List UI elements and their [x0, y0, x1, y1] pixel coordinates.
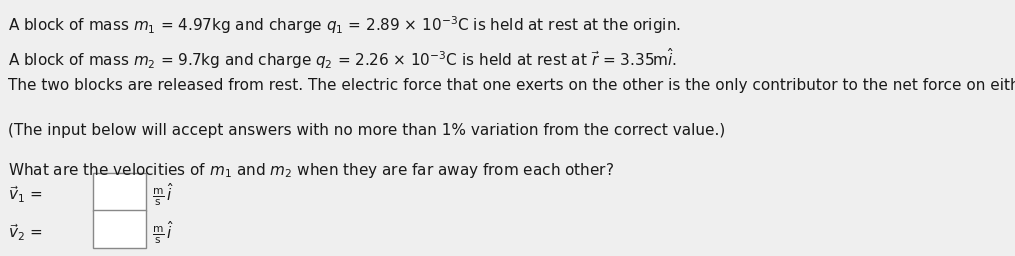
- Text: $\vec{v}_2$ =: $\vec{v}_2$ =: [8, 223, 43, 243]
- Text: $\frac{\mathrm{m}}{\mathrm{s}}\,\hat{i}$: $\frac{\mathrm{m}}{\mathrm{s}}\,\hat{i}$: [152, 182, 174, 208]
- Text: $\frac{\mathrm{m}}{\mathrm{s}}\,\hat{i}$: $\frac{\mathrm{m}}{\mathrm{s}}\,\hat{i}$: [152, 220, 174, 246]
- FancyBboxPatch shape: [93, 173, 146, 211]
- Text: $\vec{v}_1$ =: $\vec{v}_1$ =: [8, 184, 43, 205]
- Text: The two blocks are released from rest. The electric force that one exerts on the: The two blocks are released from rest. T…: [8, 78, 1015, 93]
- Text: A block of mass $m_2$ = 9.7kg and charge $q_2$ = 2.26 × 10$^{-3}$C is held at re: A block of mass $m_2$ = 9.7kg and charge…: [8, 46, 677, 71]
- FancyBboxPatch shape: [93, 210, 146, 248]
- Text: (The input below will accept answers with no more than 1% variation from the cor: (The input below will accept answers wit…: [8, 123, 726, 138]
- Text: What are the velocities of $m_1$ and $m_2$ when they are far away from each othe: What are the velocities of $m_1$ and $m_…: [8, 161, 614, 180]
- Text: A block of mass $m_1$ = 4.97kg and charge $q_1$ = 2.89 × 10$^{-3}$C is held at r: A block of mass $m_1$ = 4.97kg and charg…: [8, 14, 681, 36]
